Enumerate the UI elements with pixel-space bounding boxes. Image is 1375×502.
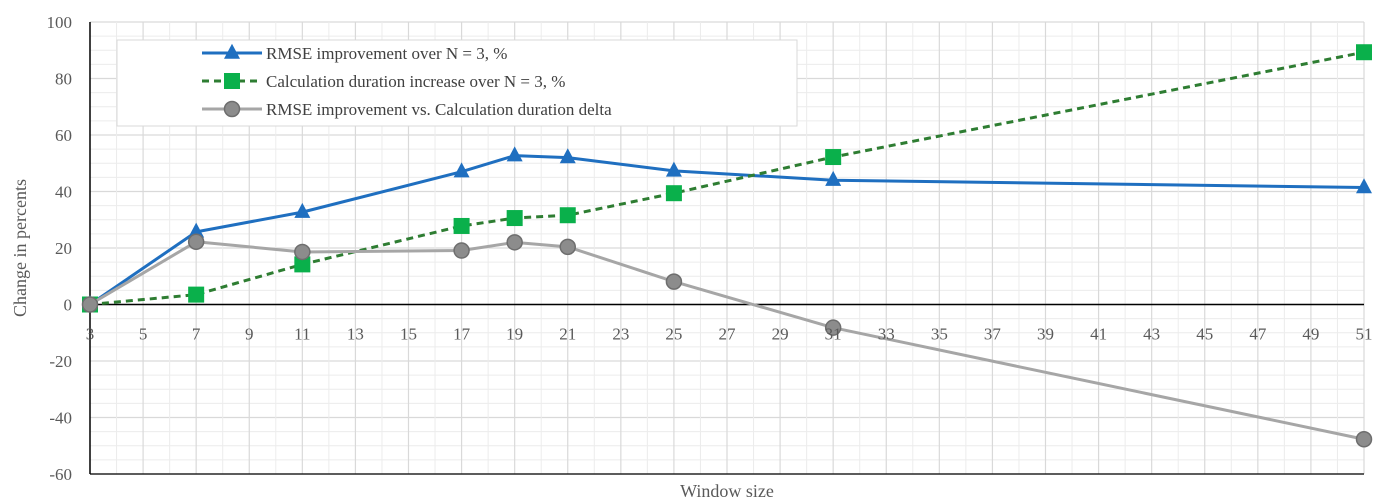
axes	[89, 22, 1364, 475]
series-layer	[81, 44, 1373, 448]
data-point-square	[294, 256, 311, 273]
x-tick-label: 43	[1143, 325, 1160, 344]
x-tick-label: 25	[665, 325, 682, 344]
y-tick-label: 0	[64, 296, 73, 315]
grid-lines	[90, 21, 1365, 475]
data-point-triangle	[294, 202, 311, 218]
x-tick-label: 13	[347, 325, 364, 344]
y-tick-label: 20	[55, 239, 72, 258]
data-point-square	[224, 73, 240, 89]
x-tick-label: 35	[931, 325, 948, 344]
series-1	[82, 146, 1372, 311]
x-tick-label: 3	[86, 325, 95, 344]
x-tick-label: 11	[294, 325, 310, 344]
data-point-triangle	[224, 43, 240, 59]
data-point-triangle	[453, 162, 470, 178]
data-point-triangle	[188, 222, 205, 238]
x-tick-label: 49	[1302, 325, 1319, 344]
x-tick-label: 37	[984, 325, 1002, 344]
data-point-circle	[453, 242, 470, 259]
x-tick-label: 33	[878, 325, 895, 344]
x-tick-label: 31	[825, 325, 842, 344]
y-tick-label: 40	[55, 183, 72, 202]
data-point-square	[188, 286, 205, 303]
legend-label: Calculation duration increase over N = 3…	[266, 72, 565, 91]
x-tick-label: 21	[559, 325, 576, 344]
data-point-circle	[187, 233, 205, 251]
x-tick-labels: 3 5 7 9 11 13 15 17 19 21 23 25 27 29 31 33 35 37 39 41 43 45…	[86, 325, 1373, 344]
x-tick-label: 19	[506, 325, 523, 344]
legend: RMSE improvement over N = 3, % Calculatio…	[116, 39, 798, 127]
data-point-square	[559, 207, 576, 224]
x-tick-label: 51	[1356, 325, 1373, 344]
data-point-square	[1356, 44, 1372, 61]
data-point-circle	[223, 100, 241, 118]
y-tick-label: 100	[47, 13, 73, 32]
data-point-circle	[559, 238, 576, 256]
y-tick-labels: -60 -40 -20 0 20 40 60 80 100	[47, 13, 73, 484]
x-tick-label: 5	[139, 325, 148, 344]
y-tick-label: -40	[49, 409, 72, 428]
data-point-square	[453, 217, 470, 234]
x-tick-label: 39	[1037, 325, 1054, 344]
data-point-square	[665, 185, 682, 202]
x-axis-title: Window size	[680, 481, 774, 501]
data-point-triangle	[559, 148, 576, 164]
legend-label: RMSE improvement vs. Calculation duratio…	[266, 100, 612, 119]
data-point-circle	[506, 234, 523, 251]
legend-item-2: Calculation duration increase over N = 3…	[202, 72, 565, 91]
x-tick-label: 27	[719, 325, 737, 344]
data-point-circle	[665, 273, 683, 290]
x-tick-label: 29	[772, 325, 789, 344]
x-tick-label: 7	[192, 325, 201, 344]
data-point-triangle	[825, 170, 842, 186]
y-tick-label: 80	[55, 70, 72, 89]
legend-label: RMSE improvement over N = 3, %	[266, 44, 507, 63]
x-tick-label: 47	[1249, 325, 1267, 344]
x-tick-label: 17	[453, 325, 471, 344]
legend-item-1: RMSE improvement over N = 3, %	[202, 43, 507, 63]
y-tick-label: -60	[49, 465, 72, 484]
data-point-square	[825, 149, 842, 166]
data-point-triangle	[506, 146, 523, 162]
data-point-square	[506, 210, 523, 227]
x-tick-label: 45	[1196, 325, 1213, 344]
legend-item-3: RMSE improvement vs. Calculation duratio…	[202, 100, 612, 119]
data-point-triangle	[665, 161, 682, 177]
data-point-triangle	[1356, 178, 1372, 194]
x-tick-label: 9	[245, 325, 254, 344]
y-axis-title: Change in percents	[10, 179, 30, 317]
y-tick-label: 60	[55, 126, 72, 145]
data-point-circle	[1355, 431, 1373, 448]
x-tick-label: 15	[400, 325, 417, 344]
data-point-circle	[81, 296, 99, 313]
y-tick-label: -20	[49, 352, 72, 371]
series-3	[81, 233, 1373, 448]
x-tick-label: 41	[1090, 325, 1107, 344]
data-point-circle	[294, 243, 311, 261]
data-point-circle	[824, 319, 842, 336]
x-tick-label: 23	[612, 325, 629, 344]
